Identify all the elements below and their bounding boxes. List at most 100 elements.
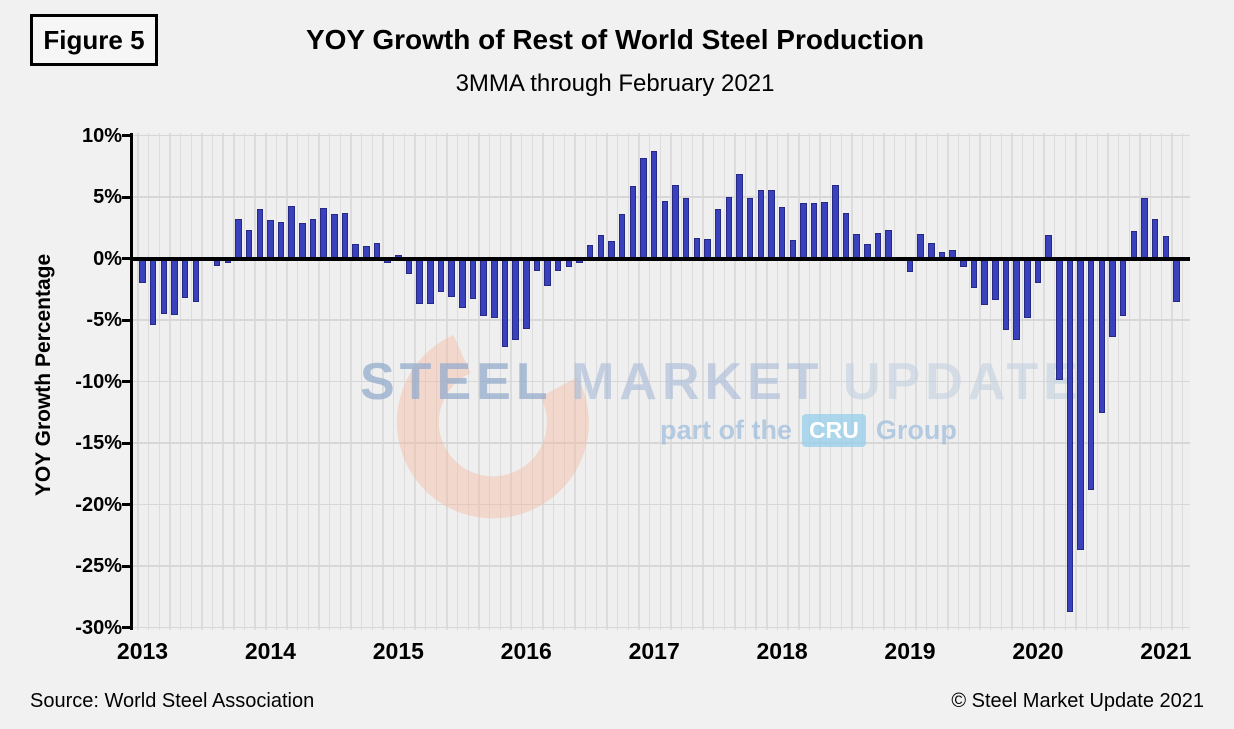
bar-2018-06 (832, 184, 839, 259)
watermark: STEEL MARKET UPDATE part of the CRU Grou… (133, 133, 1190, 630)
bar-2014-08 (341, 212, 349, 259)
y-tick-label: -10% (75, 370, 122, 393)
bar-2013-01 (139, 258, 146, 284)
bar-2014-03 (288, 205, 295, 259)
y-tick-mark (122, 441, 131, 445)
bar-2020-08 (1109, 258, 1116, 338)
y-axis-title: YOY Growth Percentage (22, 140, 66, 610)
bar-2018-10 (874, 232, 882, 259)
bar-2015-07 (459, 258, 466, 308)
watermark-tagline-suffix: Group (875, 415, 957, 445)
y-tick-mark (122, 564, 131, 568)
bar-2015-04 (427, 258, 434, 304)
y-tick-label: -30% (75, 616, 122, 639)
bar-2014-02 (277, 221, 285, 259)
bar-2020-09 (1119, 258, 1127, 317)
x-year-label-2014: 2014 (244, 638, 296, 664)
bar-2013-03 (160, 258, 168, 314)
plot-area: STEEL MARKET UPDATE part of the CRU Grou… (133, 133, 1190, 630)
bar-2018-11 (885, 230, 892, 259)
y-tick-mark (122, 257, 131, 260)
y-tick-mark (122, 503, 131, 506)
bar-2020-03 (1056, 258, 1063, 381)
bar-2019-07 (970, 258, 978, 289)
bar-2017-08 (725, 197, 733, 259)
bar-2020-07 (1098, 258, 1106, 414)
bar-2014-05 (309, 219, 317, 259)
y-tick-label: -5% (86, 309, 122, 331)
y-tick-label: -20% (75, 493, 122, 516)
bar-2015-10 (491, 258, 498, 318)
watermark-word-steel: STEEL (360, 353, 552, 411)
bar-2016-08 (597, 235, 605, 259)
bar-2014-04 (299, 222, 306, 259)
y-axis-spine (130, 133, 133, 630)
bar-2016-12 (640, 157, 647, 259)
watermark-crescent-icon (396, 334, 589, 519)
y-tick-mark (122, 626, 131, 629)
bar-2013-02 (149, 258, 157, 325)
bar-2021-02 (1173, 258, 1180, 302)
bar-2013-06 (192, 258, 200, 302)
bar-2015-09 (480, 258, 487, 317)
bar-2020-12 (1151, 219, 1159, 259)
y-tick-label: 0% (93, 247, 122, 270)
bar-2013-04 (171, 258, 178, 316)
h-gridline (133, 319, 1190, 321)
bar-2017-02 (661, 200, 669, 259)
bar-2017-01 (650, 151, 658, 259)
x-year-label-2013: 2013 (116, 638, 169, 664)
bar-2018-03 (800, 203, 807, 259)
bar-2020-06 (1087, 258, 1095, 490)
bar-2015-02 (405, 258, 413, 275)
bar-2018-01 (778, 206, 786, 259)
bar-2020-02 (1045, 235, 1052, 259)
zero-line (133, 256, 1190, 261)
figure-label: Figure 5 (30, 14, 158, 66)
x-year-label-2015: 2015 (372, 638, 424, 664)
copyright-text: © Steel Market Update 2021 (951, 690, 1204, 712)
y-tick-mark (122, 134, 131, 137)
bar-2015-05 (437, 258, 445, 292)
bar-2017-10 (746, 198, 754, 259)
watermark-word-update: UPDATE (842, 353, 1083, 411)
bar-2016-11 (629, 185, 637, 259)
y-tick-label: -25% (75, 555, 122, 577)
bar-2014-06 (320, 208, 327, 259)
y-tick-mark (122, 318, 131, 322)
x-year-label-2017: 2017 (628, 638, 680, 664)
bar-2018-05 (821, 201, 828, 259)
bar-2016-01 (523, 258, 530, 329)
bar-2013-11 (245, 230, 253, 259)
bar-2021-01 (1162, 236, 1170, 259)
source-text: Source: World Steel Association (30, 690, 315, 712)
bar-2017-09 (736, 173, 743, 259)
bar-2015-06 (448, 258, 455, 297)
h-gridline (133, 134, 1190, 137)
h-gridline (133, 503, 1190, 506)
bar-2017-05 (693, 237, 701, 259)
y-axis-title-text: YOY Growth Percentage (32, 253, 55, 497)
bar-2015-11 (501, 258, 509, 348)
watermark-tagline: part of the CRU Group (660, 414, 957, 447)
watermark-tagline-prefix: part of the (660, 415, 792, 445)
x-year-label-2021: 2021 (1140, 638, 1192, 664)
bar-2017-04 (682, 198, 690, 259)
chart-subtitle: 3MMA through February 2021 (455, 70, 775, 97)
bar-2020-01 (1034, 258, 1042, 284)
bar-2018-04 (810, 203, 818, 259)
bar-2015-08 (469, 258, 477, 300)
chart-title: YOY Growth of Rest of World Steel Produc… (305, 24, 925, 55)
h-gridline (133, 565, 1190, 567)
bar-2017-07 (714, 209, 722, 259)
x-year-label-2016: 2016 (500, 638, 552, 664)
bar-2013-12 (256, 209, 263, 259)
figure-label-text: Figure 5 (43, 24, 145, 55)
bar-2020-11 (1141, 198, 1148, 259)
bar-2017-03 (672, 184, 679, 259)
y-tick-label: -15% (75, 432, 122, 454)
h-gridline (133, 380, 1190, 383)
bar-2018-08 (853, 233, 860, 259)
bar-2015-03 (416, 258, 423, 304)
x-year-label-2019: 2019 (884, 638, 936, 664)
